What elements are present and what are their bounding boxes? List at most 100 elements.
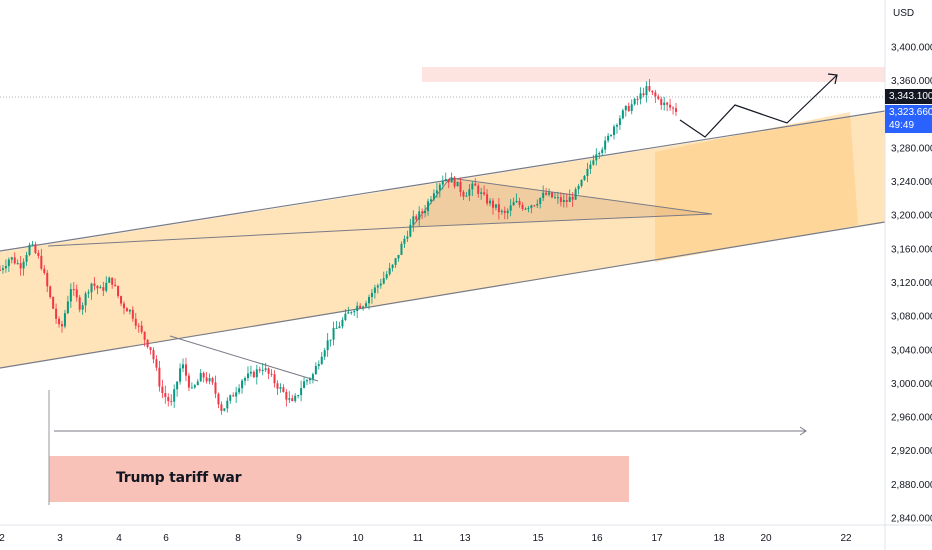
candle-body — [211, 378, 214, 383]
candle-body — [291, 398, 294, 401]
candle-body — [666, 102, 669, 105]
candle-body — [465, 195, 468, 197]
candle-body — [654, 92, 657, 97]
last-price-tag: 3,343.100 — [885, 89, 932, 104]
candle-body — [400, 243, 403, 255]
tariff-war-label: Trump tariff war — [116, 470, 242, 486]
time-tick-label: 8 — [235, 533, 241, 544]
candle-body — [542, 192, 545, 198]
candle-body — [536, 203, 539, 206]
price-tick-label: 2,960.000 — [891, 413, 932, 424]
candle-body — [624, 105, 627, 111]
candle-body — [143, 331, 146, 340]
candle-body — [553, 197, 556, 199]
candle-body — [314, 365, 317, 375]
candle-body — [238, 388, 241, 393]
candle-body — [385, 274, 388, 279]
currency-label[interactable]: USD — [893, 8, 915, 19]
candle-body — [353, 311, 356, 313]
candle-body — [84, 293, 87, 306]
candle-body — [598, 153, 601, 155]
price-tick-label: 2,920.000 — [891, 446, 932, 457]
candle-body — [229, 395, 232, 401]
candle-body — [25, 254, 28, 262]
candle-body — [486, 194, 489, 204]
price-axis[interactable]: 3,400.0003,360.0003,320.0003,280.0003,24… — [891, 43, 932, 525]
candle-body — [19, 263, 22, 269]
candle-body — [99, 287, 102, 289]
candle-body — [669, 104, 672, 108]
candle-body — [320, 356, 323, 365]
candle-body — [571, 196, 574, 200]
candle-body — [332, 328, 335, 340]
candle-body — [173, 389, 176, 402]
candle-body — [329, 339, 332, 341]
candle-body — [279, 387, 282, 389]
candle-body — [556, 197, 559, 199]
candle-body — [176, 381, 179, 390]
candle-body — [444, 178, 447, 181]
candle-body — [72, 289, 75, 291]
candle-body — [81, 305, 84, 310]
candle-body — [379, 283, 382, 286]
candle-body — [303, 381, 306, 389]
candle-body — [651, 90, 654, 93]
candle-body — [524, 208, 527, 210]
candle-body — [114, 284, 117, 286]
candle-body — [648, 86, 651, 91]
candle-body — [412, 216, 415, 225]
price-tick-label: 3,080.000 — [891, 312, 932, 323]
candle-body — [87, 292, 90, 294]
candle-body — [347, 312, 350, 314]
candle-body — [96, 285, 99, 289]
candle-body — [205, 377, 208, 382]
price-tick-label: 3,240.000 — [891, 177, 932, 188]
candle-body — [645, 86, 648, 96]
candle-body — [134, 318, 137, 326]
candle-body — [468, 189, 471, 196]
candle-body — [432, 193, 435, 200]
candle-body — [214, 382, 217, 394]
candle-body — [613, 126, 616, 136]
candle-body — [503, 210, 506, 214]
tariff-arrow-head — [799, 426, 807, 436]
candle-body — [459, 181, 462, 192]
candle-body — [424, 211, 427, 214]
candle-body — [193, 385, 196, 388]
candle-body — [607, 135, 610, 141]
candle-body — [208, 378, 211, 382]
candle-body — [102, 287, 105, 291]
time-tick-label: 16 — [591, 533, 603, 544]
candle-body — [335, 327, 338, 329]
candle-body — [264, 368, 267, 370]
candle-body — [184, 364, 187, 376]
resistance-zone — [422, 67, 885, 82]
time-tick-label: 3 — [57, 533, 63, 544]
time-axis[interactable]: 2 3 4 6 8 9 10 11 13 15 16 17 18 20 22 — [0, 533, 852, 544]
candle-body — [217, 393, 220, 405]
candle-body — [105, 282, 108, 291]
candle-body — [515, 201, 518, 203]
candle-body — [78, 297, 81, 310]
candle-body — [356, 305, 359, 312]
candle-body — [506, 210, 509, 214]
candle-body — [427, 201, 430, 212]
candle-body — [403, 238, 406, 244]
candle-body — [187, 375, 190, 388]
tariff-zone — [49, 456, 629, 502]
candle-body — [642, 93, 645, 96]
candle-body — [382, 278, 385, 284]
candle-body — [580, 179, 583, 186]
candle-body — [388, 268, 391, 275]
candle-body — [675, 108, 677, 112]
candle-body — [350, 312, 353, 314]
candle-body — [373, 287, 376, 293]
candle-body — [55, 308, 58, 319]
candle-body — [170, 401, 173, 403]
candle-body — [276, 383, 279, 389]
candle-body — [164, 393, 167, 398]
candle-body — [621, 110, 624, 119]
candle-body — [497, 204, 500, 213]
